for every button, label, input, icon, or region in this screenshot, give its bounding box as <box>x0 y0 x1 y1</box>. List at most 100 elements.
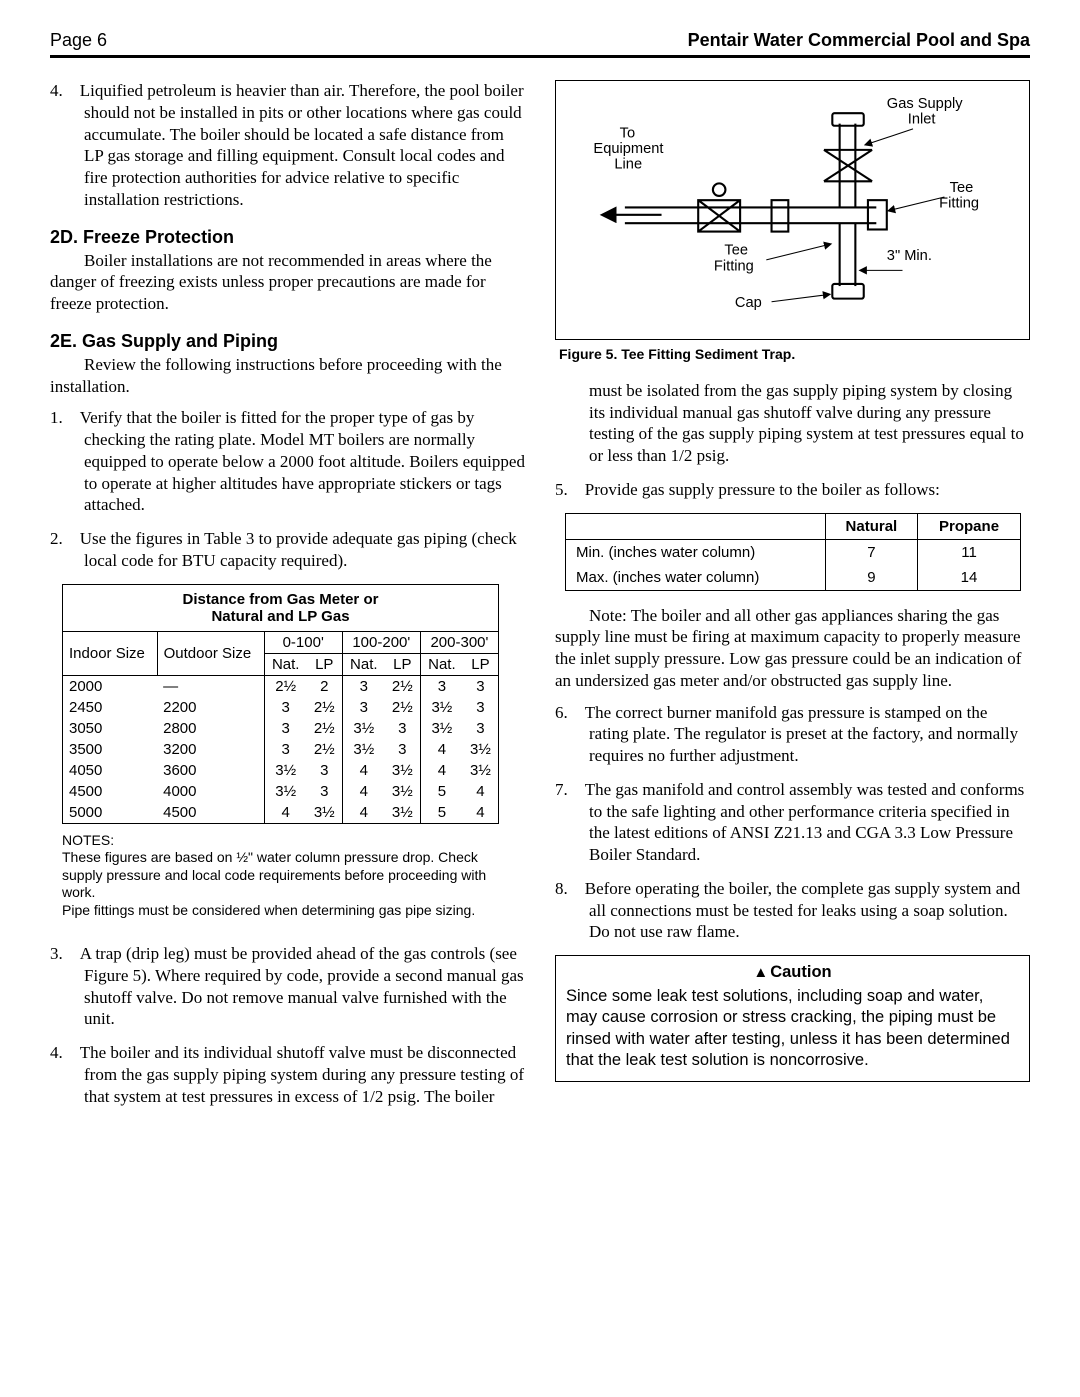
caution-box: Caution Since some leak test solutions, … <box>555 955 1030 1082</box>
table-cell: 3200 <box>157 739 264 760</box>
table-cell: 3 <box>463 718 499 739</box>
table-cell: 2 <box>307 675 343 697</box>
list-item-5: 5. Provide gas supply pressure to the bo… <box>555 479 1030 501</box>
row-min-prop: 11 <box>918 539 1021 565</box>
table-cell: 2½ <box>385 675 421 697</box>
label-gas-supply: Gas SupplyInlet <box>887 96 963 128</box>
table-cell: 4 <box>463 781 499 802</box>
item4-continued: must be isolated from the gas supply pip… <box>555 380 1030 467</box>
table-cell: 3 <box>342 697 385 718</box>
table-cell: 3050 <box>63 718 158 739</box>
tee-fitting-diagram: ToEquipmentLine Gas SupplyInlet TeeFitti… <box>562 87 1023 328</box>
table-cell: 3 <box>463 697 499 718</box>
table-cell: 3½ <box>264 781 307 802</box>
table-cell: 2200 <box>157 697 264 718</box>
row-max-prop: 14 <box>918 565 1021 591</box>
section-2e-lead: Review the following instructions before… <box>50 354 525 398</box>
list-item-4: 4. Liquified petroleum is heavier than a… <box>50 80 525 211</box>
table-cell: 2000 <box>63 675 158 697</box>
table-cell: 4 <box>342 802 385 824</box>
notes-body-2: Pipe fittings must be considered when de… <box>62 902 499 920</box>
list-item-7: 7. The gas manifold and control assembly… <box>555 779 1030 866</box>
table-cell: 3 <box>307 760 343 781</box>
figure-5-caption: Figure 5. Tee Fitting Sediment Trap. <box>559 346 1030 362</box>
section-2d-heading: 2D. Freeze Protection <box>50 227 525 248</box>
nat-head: Nat. <box>342 653 385 675</box>
label-tee-2: TeeFitting <box>714 243 754 275</box>
table-cell: 3½ <box>342 739 385 760</box>
manual-page: Page 6 Pentair Water Commercial Pool and… <box>0 0 1080 1159</box>
list-item-2e-2: 2. Use the figures in Table 3 to provide… <box>50 528 525 572</box>
running-header: Page 6 Pentair Water Commercial Pool and… <box>50 30 1030 51</box>
notes-heading: NOTES: <box>62 832 499 850</box>
doc-title: Pentair Water Commercial Pool and Spa <box>688 30 1030 51</box>
left-column: 4. Liquified petroleum is heavier than a… <box>50 80 525 1119</box>
lp-head: LP <box>385 653 421 675</box>
table-cell: 4 <box>342 760 385 781</box>
page-number: Page 6 <box>50 30 107 51</box>
table-cell: 2½ <box>264 675 307 697</box>
col-propane: Propane <box>918 513 1021 539</box>
table-cell: 2450 <box>63 697 158 718</box>
table-cell: 5000 <box>63 802 158 824</box>
row-min-label: Min. (inches water column) <box>566 539 826 565</box>
section-2e-heading: 2E. Gas Supply and Piping <box>50 331 525 352</box>
table-cell: 4500 <box>157 802 264 824</box>
table-cell: 3 <box>264 718 307 739</box>
table-cell: 3½ <box>463 739 499 760</box>
label-tee-1: TeeFitting <box>939 180 979 212</box>
table-cell: 3½ <box>463 760 499 781</box>
section-2d-body: Boiler installations are not recommended… <box>50 250 525 315</box>
table-cell: 3600 <box>157 760 264 781</box>
gas-pressure-table: Natural Propane Min. (inches water colum… <box>565 513 1021 591</box>
table-cell: 4000 <box>157 781 264 802</box>
gas-pipe-table: Distance from Gas Meter or Natural and L… <box>62 584 499 824</box>
gas-table-notes: NOTES: These figures are based on ½" wat… <box>50 828 499 926</box>
table-cell: 3 <box>307 781 343 802</box>
list-item-6: 6. The correct burner manifold gas press… <box>555 702 1030 767</box>
table-cell: 4 <box>264 802 307 824</box>
figure-5: ToEquipmentLine Gas SupplyInlet TeeFitti… <box>555 80 1030 340</box>
list-item-8: 8. Before operating the boiler, the comp… <box>555 878 1030 943</box>
label-3in-min: 3" Min. <box>887 248 932 264</box>
note-paragraph: Note: The boiler and all other gas appli… <box>555 605 1030 692</box>
table-cell: 3 <box>342 675 385 697</box>
table-cell: 3½ <box>385 781 421 802</box>
table-cell: 4 <box>420 739 463 760</box>
table-cell: 4 <box>342 781 385 802</box>
row-min-nat: 7 <box>825 539 917 565</box>
caution-body: Since some leak test solutions, includin… <box>566 986 1019 1072</box>
table-cell: 3½ <box>385 760 421 781</box>
table-cell: 2½ <box>385 697 421 718</box>
right-column: ToEquipmentLine Gas SupplyInlet TeeFitti… <box>555 80 1030 1119</box>
list-item-2e-3: 3. A trap (drip leg) must be provided ah… <box>50 943 525 1030</box>
col-outdoor-size: Outdoor Size <box>157 631 264 675</box>
table-cell: 2800 <box>157 718 264 739</box>
table-cell: 4050 <box>63 760 158 781</box>
list-item-2e-4: 4. The boiler and its individual shutoff… <box>50 1042 525 1107</box>
table-cell: 4500 <box>63 781 158 802</box>
table-cell: 3 <box>264 739 307 760</box>
table-cell: 2½ <box>307 718 343 739</box>
col-indoor-size: Indoor Size <box>63 631 158 675</box>
range-0-100: 0-100' <box>264 631 342 653</box>
row-max-nat: 9 <box>825 565 917 591</box>
table-cell: 4 <box>420 760 463 781</box>
table-cell: 3½ <box>420 718 463 739</box>
range-200-300: 200-300' <box>420 631 498 653</box>
table-cell: 3500 <box>63 739 158 760</box>
table-cell: 3½ <box>307 802 343 824</box>
table-cell: 3 <box>385 739 421 760</box>
nat-head: Nat. <box>264 653 307 675</box>
table-cell: 3½ <box>342 718 385 739</box>
table-cell: — <box>157 675 264 697</box>
table-cell: 4 <box>463 802 499 824</box>
table-cell: 3 <box>385 718 421 739</box>
range-100-200: 100-200' <box>342 631 420 653</box>
lp-head: LP <box>307 653 343 675</box>
table-cell: 3½ <box>264 760 307 781</box>
header-rule <box>50 55 1030 58</box>
table-cell: 2½ <box>307 697 343 718</box>
table-cell: 2½ <box>307 739 343 760</box>
nat-head: Nat. <box>420 653 463 675</box>
